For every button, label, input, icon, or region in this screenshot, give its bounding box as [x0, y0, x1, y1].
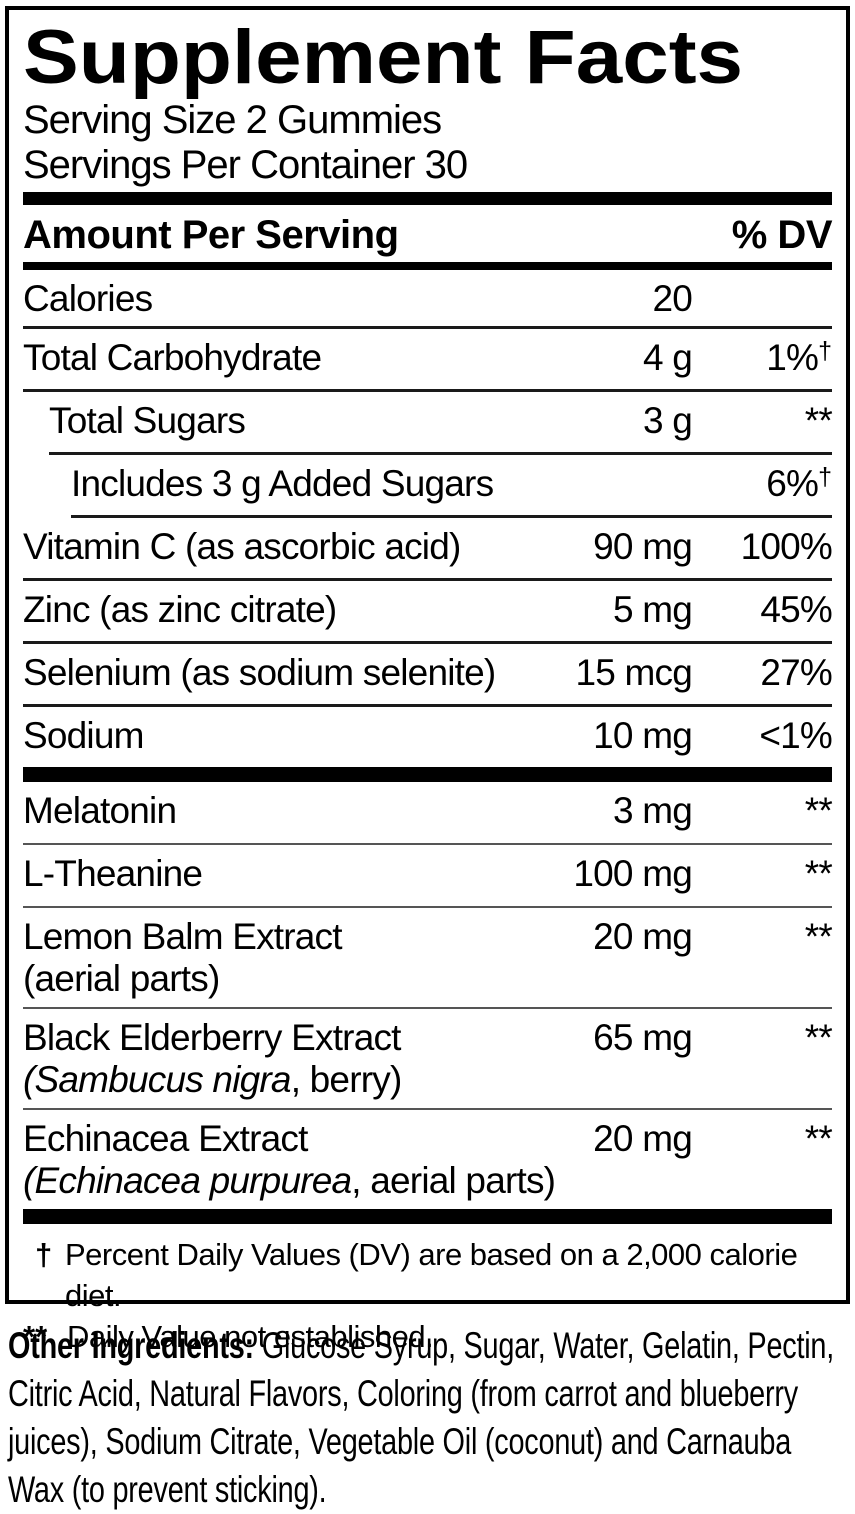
row-total-sugars: Total Sugars 3 g **: [49, 392, 833, 455]
nutrient-name: Total Sugars: [49, 400, 246, 441]
amount-per-serving-header: Amount Per Serving: [23, 213, 399, 257]
row-total-carbohydrate: Total Carbohydrate 4 g 1%†: [23, 329, 832, 392]
nutrient-name: Includes 3 g Added Sugars: [71, 463, 494, 504]
footnote-text: Daily Value not established.: [67, 1319, 434, 1354]
nutrient-name: Zinc (as zinc citrate): [23, 589, 337, 630]
nutrient-name: Sodium: [23, 715, 144, 756]
nutrient-dv: **: [804, 1017, 833, 1058]
footnote-text: Percent Daily Values (DV) are based on a…: [65, 1237, 798, 1313]
nutrient-amount: 15 mcg: [575, 652, 692, 693]
nutrient-name: Echinacea Extract (Echinacea purpurea, a…: [23, 1118, 562, 1202]
nutrient-amount: 10 mg: [593, 715, 693, 756]
nutrient-name: Lemon Balm Extract (aerial parts): [23, 916, 562, 1000]
nutrient-dv: **: [804, 916, 833, 957]
bottom-section-bar: [23, 1209, 832, 1224]
top-section-bar: [23, 192, 832, 205]
nutrient-dv: 1%†: [766, 337, 832, 378]
nutrient-name: Black Elderberry Extract (Sambucus nigra…: [23, 1017, 562, 1101]
nutrient-amount: 3 g: [642, 400, 693, 441]
footnotes: † Percent Daily Values (DV) are based on…: [23, 1224, 832, 1357]
servings-per-container: Servings Per Container 30: [23, 143, 468, 187]
nutrient-amount: 20 mg: [593, 1118, 693, 1159]
nutrient-name-line2: (Echinacea purpurea, aerial parts): [23, 1160, 556, 1201]
nutrient-name: Total Carbohydrate: [23, 337, 322, 378]
nutrient-amount: 20: [652, 278, 692, 319]
other-ingredients-label: Other Ingredients:: [8, 1325, 254, 1366]
asterisk-marker: **: [23, 1319, 48, 1354]
row-vitamin-c: Vitamin C (as ascorbic acid) 90 mg 100%: [23, 518, 833, 581]
nutrient-dv: 6%†: [766, 463, 832, 504]
row-lemon-balm-extract: Lemon Balm Extract (aerial parts) 20 mg …: [23, 908, 833, 1009]
nutrient-name-line2: (Sambucus nigra, berry): [23, 1059, 402, 1100]
footnote-not-established: ** Daily Value not established.: [23, 1316, 832, 1357]
nutrient-amount: 90 mg: [593, 526, 693, 567]
dagger-marker: †: [35, 1237, 52, 1272]
nutrient-amount: 20 mg: [593, 916, 693, 957]
row-selenium: Selenium (as sodium selenite) 15 mcg 27%: [23, 644, 833, 707]
nutrient-dv: **: [804, 400, 833, 441]
nutrient-amount: 65 mg: [593, 1017, 693, 1058]
row-melatonin: Melatonin 3 mg **: [23, 782, 833, 845]
footnote-percent-dv: † Percent Daily Values (DV) are based on…: [35, 1234, 832, 1316]
nutrient-amount: 100 mg: [573, 853, 692, 894]
row-black-elderberry-extract: Black Elderberry Extract (Sambucus nigra…: [23, 1009, 833, 1110]
nutrient-amount: 3 mg: [612, 790, 693, 831]
nutrient-name: Melatonin: [23, 790, 177, 831]
panel-title: Supplement Facts: [23, 15, 744, 100]
nutrient-dv: 45%: [760, 589, 832, 630]
mid-section-bar: [23, 767, 832, 782]
supplement-facts-panel: Supplement Facts Serving Size 2 Gummies …: [5, 6, 850, 1354]
other-ingredients: Other Ingredients: Glucose Syrup, Sugar,…: [8, 1322, 850, 1514]
nutrient-name: Calories: [23, 278, 153, 319]
nutrient-dv: **: [804, 853, 833, 894]
row-l-theanine: L-Theanine 100 mg **: [23, 845, 833, 908]
nutrient-name-line2: (aerial parts): [23, 958, 220, 999]
row-calories: Calories 20: [23, 270, 832, 329]
row-zinc: Zinc (as zinc citrate) 5 mg 45%: [23, 581, 833, 644]
serving-size: Serving Size 2 Gummies: [23, 98, 442, 142]
nutrient-dv: **: [804, 1118, 833, 1159]
nutrient-dv: 27%: [760, 652, 832, 693]
nutrient-name: Vitamin C (as ascorbic acid): [23, 526, 461, 567]
row-sodium: Sodium 10 mg <1%: [23, 707, 833, 767]
nutrient-dv: **: [804, 790, 833, 831]
percent-dv-header: % DV: [731, 213, 833, 257]
table-header: Amount Per Serving % DV: [23, 205, 833, 262]
nutrient-dv: <1%: [759, 715, 832, 756]
header-rule-bar: [23, 262, 832, 270]
row-added-sugars: Includes 3 g Added Sugars 6%†: [71, 455, 832, 518]
nutrient-dv: 100%: [740, 526, 833, 567]
nutrient-amount: 4 g: [642, 337, 693, 378]
nutrient-amount: 5 mg: [612, 589, 693, 630]
nutrient-name: L-Theanine: [23, 853, 203, 894]
row-echinacea-extract: Echinacea Extract (Echinacea purpurea, a…: [23, 1110, 833, 1209]
nutrient-name: Selenium (as sodium selenite): [23, 652, 496, 693]
